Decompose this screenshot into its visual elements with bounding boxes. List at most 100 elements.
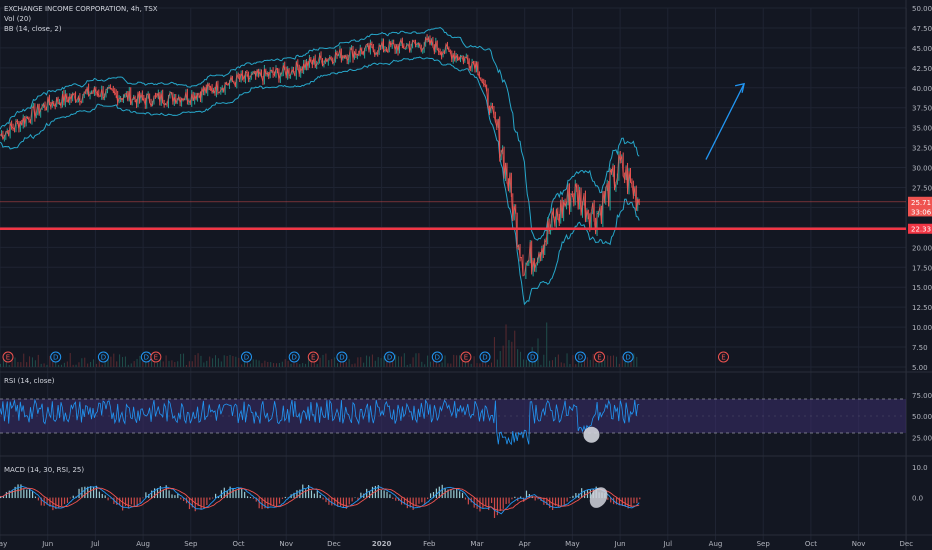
x-tick-label: Jul [90, 540, 100, 548]
volume-bar [270, 362, 272, 367]
macd-hist-bar [366, 488, 368, 499]
volume-bar [432, 357, 434, 367]
macd-hist-bar [197, 497, 199, 506]
volume-bar [447, 363, 449, 367]
price-tick-label: 27.50 [912, 185, 932, 193]
event-marker-15[interactable] [593, 351, 605, 363]
volume-bar [72, 364, 74, 367]
macd-hist-bar [69, 497, 71, 499]
macd-hist-bar [438, 486, 440, 499]
macd-hist-bar [223, 487, 225, 499]
macd-hist-bar [342, 497, 345, 508]
macd-hist-bar [563, 497, 565, 505]
volume-bar [424, 364, 426, 367]
event-marker-label-3: D [144, 354, 149, 362]
volume-bar [107, 356, 109, 367]
event-marker-label-7: E [311, 354, 315, 362]
volume-bar [206, 360, 208, 367]
macd-hist-bar [339, 497, 342, 507]
macd-hist-bar [424, 497, 426, 505]
macd-hist-bar [467, 497, 469, 505]
volume-bar [101, 364, 103, 367]
chart-title: EXCHANGE INCOME CORPORATION, 4h, TSX [4, 5, 158, 13]
volume-bar [403, 353, 405, 367]
volume-bar [636, 356, 638, 367]
event-marker-13[interactable] [527, 351, 539, 363]
macd-hist-bar [49, 497, 51, 507]
macd-hist-bar [421, 497, 423, 503]
bb-lower [0, 56, 640, 306]
macd-hist-bar [276, 497, 278, 508]
volume-bar [377, 357, 379, 367]
event-marker-10[interactable] [431, 351, 443, 363]
volume-bar [232, 356, 234, 367]
price-series [0, 34, 640, 280]
price-tick-label: 35.00 [912, 125, 932, 133]
macd-hist-bar [427, 497, 429, 500]
event-marker-11[interactable] [460, 351, 472, 363]
event-marker-12[interactable] [479, 351, 491, 363]
bb-upper [0, 27, 640, 241]
event-marker-16[interactable] [622, 351, 634, 363]
macd-hist-bar [127, 497, 130, 509]
event-marker-5[interactable] [241, 351, 252, 363]
volume-bar [618, 363, 620, 367]
volume-bar [2, 358, 4, 367]
volume-bar [84, 357, 86, 367]
event-marker-14[interactable] [574, 351, 586, 363]
event-marker-0[interactable] [2, 351, 14, 363]
volume-legend: Vol (20) [4, 15, 32, 23]
x-tick-label: Mar [470, 540, 483, 548]
macd-hist-bar [212, 497, 214, 499]
macd-hist-bar [560, 497, 562, 506]
macd-hist-bar [630, 497, 632, 507]
volume-bar [520, 351, 522, 367]
volume-bar [29, 356, 31, 367]
macd-hist-bar [624, 497, 626, 507]
volume-bar [552, 360, 554, 367]
x-tick-label: Oct [805, 540, 817, 548]
volume-bar [26, 362, 28, 367]
event-marker-9[interactable] [384, 351, 396, 363]
volume-bar [351, 364, 353, 367]
macd-hist-bar [514, 496, 516, 499]
price-label-box-1 [908, 206, 932, 217]
x-tick-label: Jul [663, 540, 673, 548]
event-marker-8[interactable] [336, 351, 348, 363]
volume-bar [46, 364, 48, 367]
macd-hist-bar [110, 497, 112, 499]
macd-hist-bar [525, 490, 528, 499]
macd-hist-bar [194, 497, 196, 512]
volume-bar [461, 359, 463, 367]
volume-bar [185, 364, 187, 367]
event-marker-6[interactable] [288, 351, 300, 363]
volume-bar [583, 358, 585, 367]
macd-hist-bar [206, 497, 208, 506]
volume-bar [505, 324, 507, 367]
volume-bar [368, 356, 370, 367]
macd-hist-bar [313, 493, 315, 499]
volume-bar [624, 361, 626, 367]
bollinger-bands [0, 27, 640, 306]
volume-bar [604, 360, 606, 367]
volume-bar [566, 353, 568, 367]
macd-hist-bar [46, 497, 48, 505]
volume-bar [334, 357, 336, 367]
volume-bar [273, 363, 275, 367]
event-marker-1[interactable] [50, 351, 62, 363]
event-marker-4[interactable] [150, 351, 162, 363]
event-marker-2[interactable] [97, 351, 109, 363]
volume-bar [525, 359, 527, 367]
trend-arrow-line [705, 83, 745, 160]
event-marker-17[interactable] [718, 351, 729, 363]
volume-bar [302, 363, 304, 367]
macd-hist-bar [104, 495, 106, 499]
volume-bar [633, 353, 635, 367]
macd-hist-bar [52, 497, 54, 511]
event-marker-7[interactable] [307, 351, 319, 363]
signal-line [0, 487, 640, 511]
volume-bar [522, 359, 524, 367]
